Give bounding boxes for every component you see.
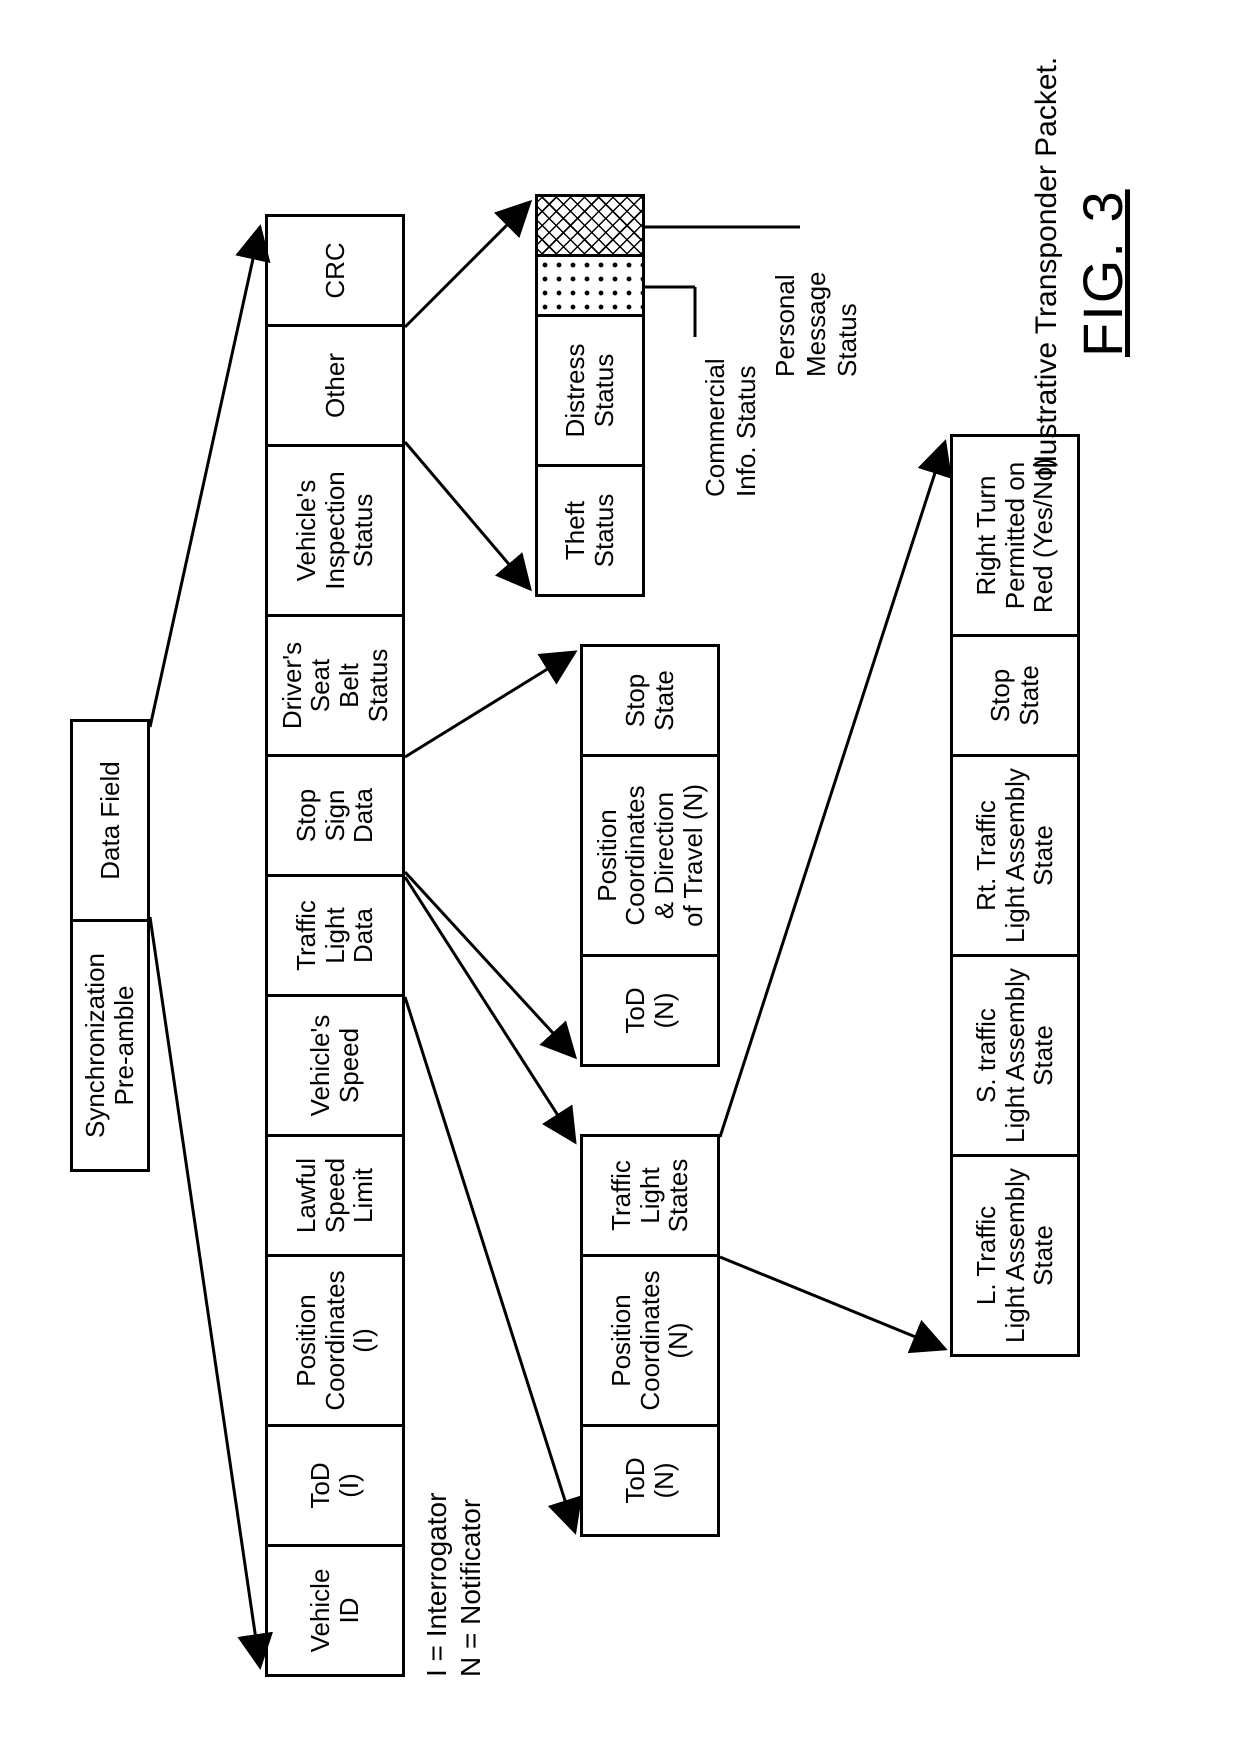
other-sub-cell-0: Theft Status: [535, 467, 645, 597]
figure-caption: Illustrative Transponder Packet.: [1030, 57, 1064, 477]
main-row-cell-1: ToD (I): [265, 1427, 405, 1547]
data-field-label: Data Field: [96, 761, 125, 880]
main-packet-row: Vehicle IDToD (I)Position Coordinates (I…: [265, 214, 405, 1677]
traffic-states-sub-cell-0: L. Traffic Light Assembly State: [950, 1157, 1080, 1357]
stop-sign-sub-cell-1: Position Coordinates & Direction of Trav…: [580, 757, 720, 957]
preamble-row: Synchronization Pre-amble Data Field: [70, 719, 150, 1172]
traffic-light-sub-cell-0: ToD (N): [580, 1427, 720, 1537]
other-sub-row: Theft StatusDistress Status: [535, 194, 645, 597]
main-row-cell-0: Vehicle ID: [265, 1547, 405, 1677]
data-field-box: Data Field: [70, 722, 150, 922]
stop-sign-sub-cell-2: Stop State: [580, 647, 720, 757]
main-row-cell-7: Driver's Seat Belt Status: [265, 617, 405, 757]
diagram-stage: Synchronization Pre-amble Data Field Veh…: [0, 0, 1240, 1747]
main-row-cell-9: Other: [265, 327, 405, 447]
sync-preamble-label: Synchronization Pre-amble: [81, 953, 138, 1138]
legend-n: N = Notificator: [454, 1493, 488, 1677]
commercial-info-label: Commercial Info. Status: [700, 358, 762, 497]
main-row-cell-2: Position Coordinates (I): [265, 1257, 405, 1427]
stop-sign-sub-row: ToD (N)Position Coordinates & Direction …: [580, 644, 720, 1067]
sync-preamble-box: Synchronization Pre-amble: [70, 922, 150, 1172]
main-row-cell-4: Vehicle's Speed: [265, 997, 405, 1137]
traffic-light-sub-row: ToD (N)Position Coordinates (N)Traffic L…: [580, 1134, 720, 1537]
legend-i: I = Interrogator: [420, 1493, 454, 1677]
figure-number: FIG. 3: [1070, 189, 1135, 357]
main-row-cell-10: CRC: [265, 217, 405, 327]
traffic-states-sub-cell-2: Rt. Traffic Light Assembly State: [950, 757, 1080, 957]
other-sub-cell-3: [535, 197, 645, 257]
traffic-states-sub-cell-1: S. traffic Light Assembly State: [950, 957, 1080, 1157]
other-sub-cell-1: Distress Status: [535, 317, 645, 467]
traffic-states-sub-row: L. Traffic Light Assembly StateS. traffi…: [950, 434, 1080, 1357]
traffic-light-sub-cell-2: Traffic Light States: [580, 1137, 720, 1257]
legend: I = Interrogator N = Notificator: [420, 1493, 487, 1677]
main-row-cell-8: Vehicle's Inspection Status: [265, 447, 405, 617]
traffic-states-sub-cell-3: Stop State: [950, 637, 1080, 757]
personal-msg-label: Personal Message Status: [770, 272, 864, 378]
other-sub-cell-2: [535, 257, 645, 317]
main-row-cell-5: Traffic Light Data: [265, 877, 405, 997]
main-row-cell-3: Lawful Speed Limit: [265, 1137, 405, 1257]
stop-sign-sub-cell-0: ToD (N): [580, 957, 720, 1067]
traffic-light-sub-cell-1: Position Coordinates (N): [580, 1257, 720, 1427]
main-row-cell-6: Stop Sign Data: [265, 757, 405, 877]
